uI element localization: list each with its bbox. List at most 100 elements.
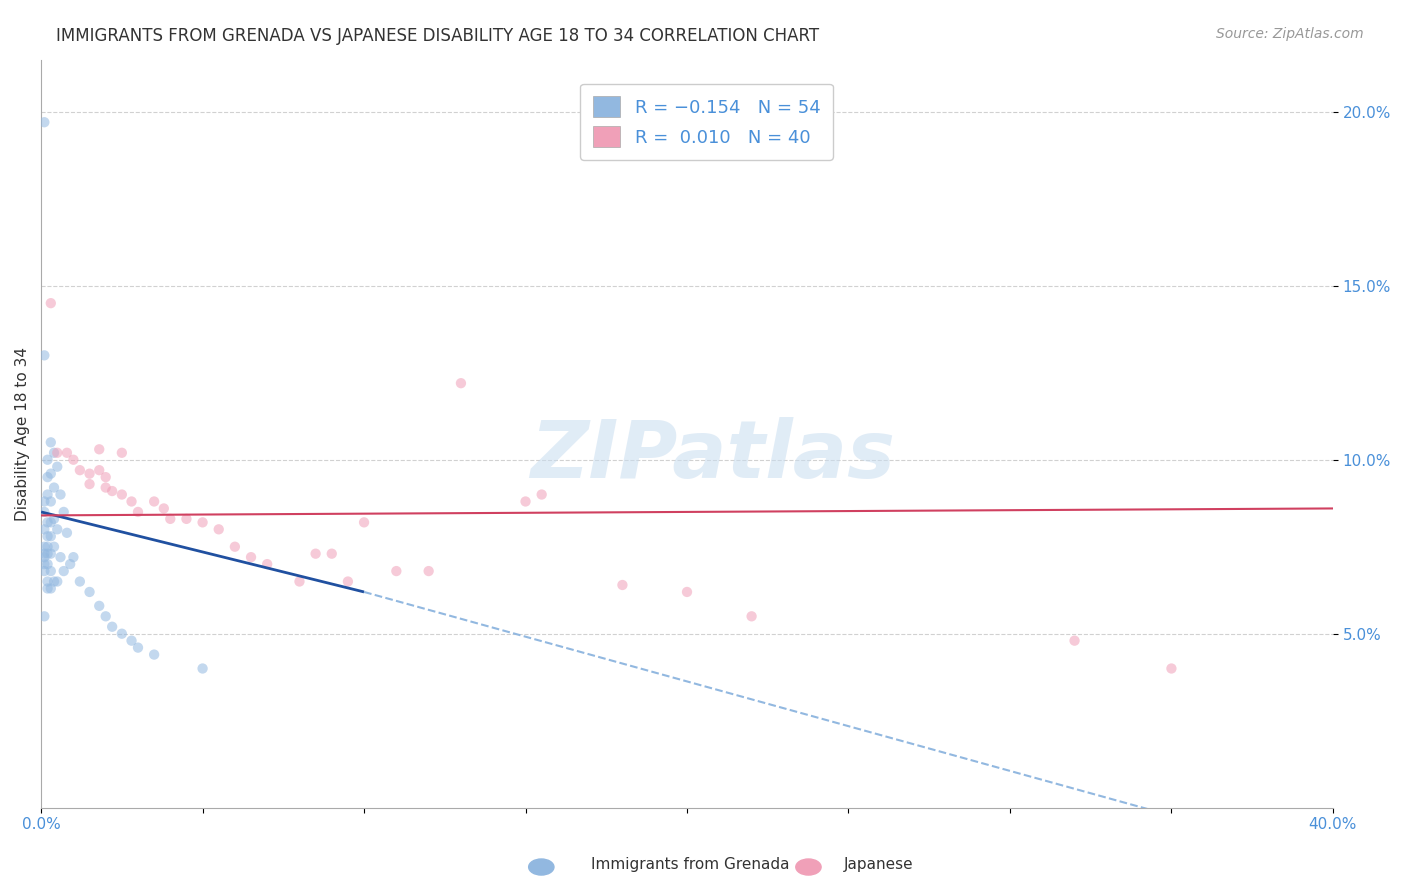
Point [39,296,62,310]
Point [46,446,69,460]
Point [94,609,117,624]
Point [143,648,166,662]
Text: Source: ZipAtlas.com: Source: ZipAtlas.com [1216,27,1364,41]
Point [79,585,101,599]
Point [42,446,65,460]
Point [56,525,79,540]
Point [46,459,69,474]
Point [127,640,149,655]
Point [111,487,134,501]
Point [256,557,278,571]
Point [37,557,59,571]
Legend: R = −0.154   N = 54, R =  0.010   N = 40: R = −0.154 N = 54, R = 0.010 N = 40 [581,84,832,160]
Point [69,574,91,589]
Point [49,487,72,501]
Text: Japanese: Japanese [844,857,914,872]
Point [143,494,166,508]
Point [62,452,84,467]
Point [52,505,75,519]
Point [39,516,62,530]
Point [39,467,62,481]
Point [52,564,75,578]
Point [121,494,143,508]
Point [304,547,326,561]
Point [34,550,56,565]
Point [676,585,699,599]
Point [111,446,134,460]
Point [34,522,56,536]
Point [153,501,176,516]
Point [89,599,111,613]
Point [34,540,56,554]
Point [56,446,79,460]
Point [49,550,72,565]
Point [321,547,343,561]
Point [1063,633,1085,648]
Point [37,516,59,530]
Point [79,477,101,491]
Point [741,609,763,624]
Point [89,442,111,457]
Point [89,463,111,477]
Point [39,582,62,596]
Point [127,505,149,519]
Point [111,626,134,640]
Point [176,512,198,526]
Point [37,582,59,596]
Point [39,435,62,450]
Point [94,470,117,484]
Point [39,494,62,508]
Point [34,609,56,624]
Point [612,578,634,592]
Point [34,505,56,519]
Point [34,547,56,561]
Point [336,574,359,589]
Point [121,633,143,648]
Point [208,522,231,536]
Point [62,550,84,565]
Point [224,540,246,554]
Point [191,661,214,675]
Point [42,512,65,526]
Point [39,547,62,561]
Point [34,494,56,508]
Point [159,512,181,526]
Point [69,463,91,477]
Point [385,564,408,578]
Point [46,574,69,589]
Point [39,564,62,578]
Point [37,529,59,543]
Point [42,481,65,495]
Point [515,494,537,508]
Text: IMMIGRANTS FROM GRENADA VS JAPANESE DISABILITY AGE 18 TO 34 CORRELATION CHART: IMMIGRANTS FROM GRENADA VS JAPANESE DISA… [56,27,820,45]
Point [42,540,65,554]
Point [1160,661,1182,675]
Point [37,452,59,467]
Point [37,547,59,561]
Point [59,557,82,571]
Point [288,574,311,589]
Point [101,620,124,634]
Point [37,574,59,589]
Point [37,540,59,554]
Y-axis label: Disability Age 18 to 34: Disability Age 18 to 34 [15,347,30,521]
Point [37,470,59,484]
Point [79,467,101,481]
Point [37,487,59,501]
Point [46,522,69,536]
Point [34,115,56,129]
Point [34,557,56,571]
Point [42,574,65,589]
Point [101,484,124,499]
Text: ZIPatlas: ZIPatlas [530,417,896,495]
Point [39,529,62,543]
Point [530,487,553,501]
Point [94,481,117,495]
Point [191,516,214,530]
Point [418,564,440,578]
Point [34,564,56,578]
Point [34,348,56,362]
Point [353,516,375,530]
Point [450,376,472,391]
Point [240,550,263,565]
